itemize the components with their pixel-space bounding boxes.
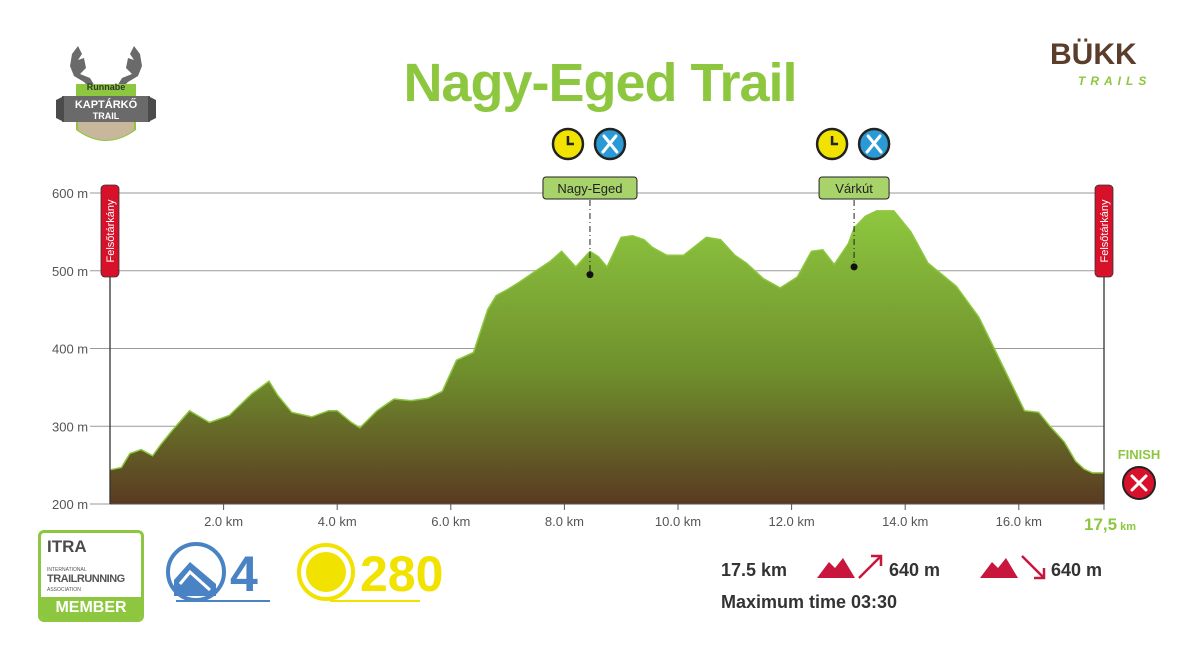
start-label: Felsőtárkány (105, 199, 117, 262)
y-tick-label: 200 m (52, 497, 88, 512)
itra-points-icon (166, 542, 226, 602)
elevation-area (109, 210, 1104, 504)
clock-hands (566, 136, 574, 146)
x-end-label: 17,5 km (1084, 515, 1136, 534)
itra-logo-text: ITRA (47, 537, 87, 556)
y-tick-label: 300 m (52, 419, 88, 434)
finish-label: Felsőtárkány (1099, 199, 1111, 262)
points-icon (297, 543, 355, 601)
bukk-trails-logo: BÜKK (1050, 38, 1137, 71)
cutlery-icon (601, 134, 619, 154)
ascent-icon (817, 554, 883, 579)
finish-cutlery-icon (1130, 474, 1148, 492)
station-label-box (542, 176, 638, 200)
page-title: Nagy-Eged Trail (403, 53, 797, 113)
x-tick-label: 2.0 km (204, 514, 243, 529)
x-tick-label: 6.0 km (431, 514, 470, 529)
points-underline (330, 600, 420, 602)
elevation-line (109, 210, 1104, 474)
itra-line1: INTERNATIONAL (47, 567, 87, 573)
ascent-value: 640 m (889, 560, 941, 580)
x-end-value: 17,5 (1084, 515, 1117, 534)
descent-value: 640 m (1051, 560, 1103, 580)
endpoints: Felsőtárkány Felsőtárkány FINISH (100, 184, 1161, 504)
x-tick-label: 14.0 km (882, 514, 928, 529)
stations: Nagy-Eged Várkút (542, 127, 891, 279)
distance-value: 17.5 km (721, 560, 788, 580)
x-tick-label: 12.0 km (768, 514, 814, 529)
itra-member-label: MEMBER (41, 597, 141, 619)
elevation-profile (110, 210, 1104, 504)
x-tick-label: 8.0 km (545, 514, 584, 529)
max-time: Maximum time 03:30 (721, 592, 898, 612)
station-label: Nagy-Eged (557, 181, 622, 196)
cutlery-icon (865, 134, 883, 154)
x-tick-label: 10.0 km (655, 514, 701, 529)
itra-underline (176, 600, 270, 602)
itra-points-value: 4 (230, 546, 258, 602)
x-tick-label: 4.0 km (318, 514, 357, 529)
axes: 200 m 300 m 400 m 500 m 600 m 2.0 km 4.0 km 6.0… (52, 186, 1136, 534)
x-tick-label: 16.0 km (996, 514, 1042, 529)
points-value: 280 (360, 546, 444, 602)
logo-top-text: Runnabe (87, 82, 126, 92)
y-tick-label: 600 m (52, 186, 88, 201)
descent-icon (980, 555, 1046, 580)
itra-member-badge: ITRA INTERNATIONAL TRAILRUNNING ASSOCIAT… (38, 530, 144, 622)
y-tick-label: 500 m (52, 264, 88, 279)
logo-main-text: KAPTÁRKŐ (75, 98, 138, 111)
station-point (586, 271, 594, 279)
station-label: Várkút (835, 181, 873, 196)
itra-line3: ASSOCIATION (47, 587, 81, 593)
finish-text: FINISH (1118, 447, 1161, 462)
kaptarko-trail-logo: Runnabe KAPTÁRKŐ TRAIL (56, 40, 156, 157)
itra-line2: TRAILRUNNING (47, 573, 125, 585)
station: Várkút (815, 127, 891, 271)
station: Nagy-Eged (542, 127, 638, 279)
logo-sub-text: TRAIL (93, 111, 120, 121)
x-end-unit: km (1120, 521, 1136, 533)
finish-box (1094, 184, 1114, 278)
y-tick-label: 400 m (52, 342, 88, 357)
bukk-trails-subtext: TRAILS (1078, 74, 1152, 88)
start-box (100, 184, 120, 278)
clock-hands (830, 136, 839, 146)
station-label-box (818, 176, 890, 200)
station-point (850, 263, 858, 271)
